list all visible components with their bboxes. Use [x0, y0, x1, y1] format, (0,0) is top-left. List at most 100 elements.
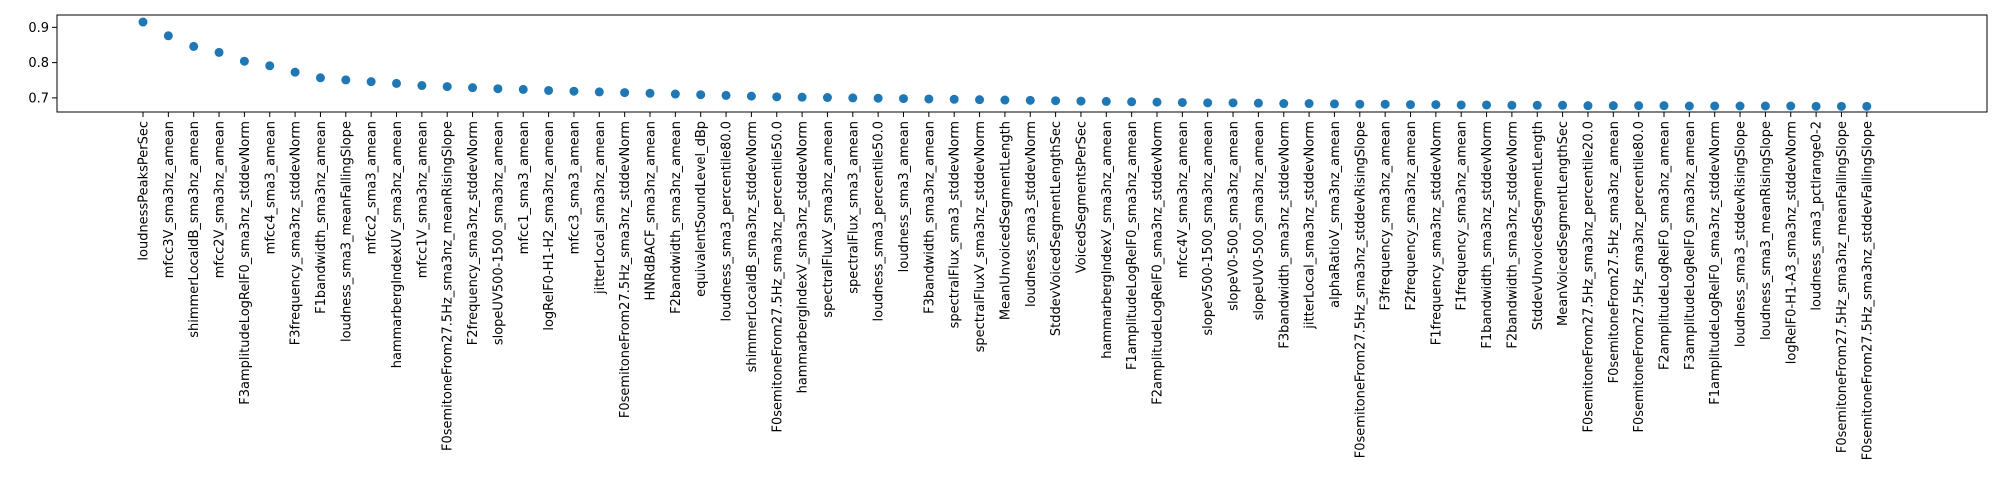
data-point [1101, 96, 1111, 106]
data-point [1025, 95, 1035, 105]
x-tick-label: F0semitoneFrom27.5Hz_sma3nz_stddevFallin… [1860, 121, 1875, 460]
data-point [290, 67, 300, 77]
x-tick-label: alphaRatioV_sma3nz_amean [1328, 121, 1343, 308]
x-tick-label: F1amplitudeLogRelF0_sma3nz_stddevNorm [1708, 121, 1723, 405]
data-point [442, 82, 452, 92]
x-tick-label: mfcc1V_sma3nz_amean [415, 121, 430, 278]
data-point [848, 93, 858, 103]
data-point [797, 92, 807, 102]
data-point [214, 47, 224, 57]
x-tick-label: slopeV500-1500_sma3nz_amean [1201, 121, 1216, 336]
data-point [620, 88, 630, 98]
data-point [1076, 96, 1086, 106]
data-point [366, 77, 376, 87]
x-tick-label: MeanUnvoicedSegmentLength [998, 121, 1013, 320]
x-tick-label: loudness_sma3_amean [897, 121, 912, 272]
x-tick-label: F2frequency_sma3nz_amean [1404, 121, 1419, 311]
x-tick-label: loudnessPeaksPerSec [137, 121, 152, 261]
x-tick-label: spectralFluxV_sma3nz_stddevNorm [973, 121, 988, 352]
data-point [189, 41, 199, 51]
x-tick-label: spectralFlux_sma3_amean [846, 121, 861, 294]
y-tick-label: 0.9 [28, 21, 49, 36]
x-tick-label: shimmerLocaldB_sma3nz_stddevNorm [745, 121, 760, 372]
data-point [1406, 100, 1415, 110]
x-tick-label: VoicedSegmentsPerSec [1074, 121, 1089, 273]
data-point [239, 56, 249, 66]
x-tick-label: loudness_sma3_stddevNorm [1024, 121, 1039, 307]
x-tick-label: mfcc4_sma3_amean [263, 121, 278, 254]
x-tick-label: hammarbergIndexV_sma3nz_stddevNorm [796, 121, 811, 393]
data-point [1659, 101, 1669, 111]
data-point [1608, 101, 1618, 111]
x-tick-label: hammarbergIndexV_sma3nz_amean [1100, 121, 1115, 359]
data-point [1203, 98, 1213, 108]
x-tick-label: loudness_sma3_percentile80.0 [720, 121, 735, 321]
data-point [1279, 99, 1289, 109]
x-tick-label: loudness_sma3_meanRisingSlope [1759, 121, 1774, 340]
data-point [417, 81, 427, 91]
x-tick-label: F3frequency_sma3nz_stddevNorm [289, 121, 304, 345]
data-point [138, 17, 148, 27]
data-point [1634, 101, 1644, 111]
data-point [1811, 101, 1821, 111]
y-axis-ticks: 0.7 0.8 0.9 [28, 21, 57, 106]
x-tick-label: HNRdBACF_sma3nz_amean [644, 121, 659, 301]
x-tick-label: mfcc2_sma3_amean [365, 121, 380, 254]
x-tick-label: StddevVoicedSegmentLengthSec [1049, 121, 1064, 336]
x-tick-label: F0semitoneFrom27.5Hz_sma3nz_meanFallingS… [1835, 121, 1850, 453]
data-point [1152, 97, 1162, 107]
data-point [1558, 100, 1568, 110]
data-point [1329, 99, 1339, 109]
data-point [1532, 100, 1542, 110]
x-tick-label: F3bandwidth_sma3nz_amean [922, 121, 937, 314]
data-point [1355, 99, 1365, 109]
data-point [1228, 98, 1238, 108]
x-tick-label: F0semitoneFrom27.5Hz_sma3nz_percentile80… [1632, 121, 1647, 433]
data-point [1051, 96, 1061, 106]
data-point [1431, 100, 1441, 110]
x-tick-label: slopeUV500-1500_sma3nz_amean [491, 121, 506, 345]
data-point [493, 84, 503, 94]
data-point [746, 91, 756, 101]
x-tick-label: F2bandwidth_sma3nz_stddevNorm [1505, 121, 1520, 349]
x-tick-label: logRelF0-H1-A3_sma3nz_stddevNorm [1784, 121, 1799, 364]
x-tick-label: mfcc2V_sma3nz_amean [213, 121, 228, 278]
x-tick-label: F0semitoneFrom27.5Hz_sma3nz_amean [1607, 121, 1622, 383]
x-tick-label: F0semitoneFrom27.5Hz_sma3nz_percentile50… [770, 121, 785, 433]
data-point [1177, 97, 1187, 107]
x-tick-label: F2frequency_sma3nz_stddevNorm [466, 121, 481, 345]
data-point [1482, 100, 1492, 110]
data-point [163, 31, 173, 41]
x-axis-ticks: loudnessPeaksPerSec mfcc3V_sma3nz_amean sh… [137, 112, 1875, 460]
x-tick-label: spectralFlux_sma3_stddevNorm [948, 121, 963, 328]
x-tick-label: F1frequency_sma3nz_amean [1455, 121, 1470, 311]
x-tick-label: F0semitoneFrom27.5Hz_sma3nz_percentile20… [1581, 121, 1596, 433]
y-tick-label: 0.7 [28, 91, 49, 106]
data-point [1304, 99, 1314, 109]
x-tick-label: mfcc3_sma3_amean [567, 121, 582, 254]
data-point [1735, 101, 1745, 111]
data-point [1127, 97, 1137, 107]
x-tick-label: shimmerLocaldB_sma3nz_amean [187, 121, 202, 338]
data-point [1786, 101, 1796, 111]
data-point [1583, 101, 1593, 111]
x-tick-label: mfcc3V_sma3nz_amean [162, 121, 177, 278]
x-tick-label: hammarbergIndexUV_sma3nz_amean [390, 121, 405, 368]
axes-frame [56, 14, 1988, 113]
x-tick-label: slopeUV0-500_sma3nz_amean [1252, 121, 1267, 320]
x-tick-label: mfcc4V_sma3nz_amean [1176, 121, 1191, 278]
x-tick-label: F0semitoneFrom27.5Hz_sma3nz_meanRisingSl… [441, 121, 456, 451]
data-point [721, 90, 731, 100]
data-point [1000, 95, 1010, 105]
data-point [544, 85, 554, 95]
x-tick-label: equivalentSoundLevel_dBp [694, 121, 709, 297]
data-point [873, 93, 883, 103]
x-tick-label: F3amplitudeLogRelF0_sma3nz_amean [1683, 121, 1698, 370]
x-tick-label: loudness_sma3_pctlrange0-2 [1810, 121, 1825, 311]
data-point [341, 75, 351, 85]
data-point [1507, 100, 1517, 110]
data-point [468, 83, 478, 93]
x-tick-label: F1bandwidth_sma3nz_stddevNorm [1480, 121, 1495, 349]
x-tick-label: F0semitoneFrom27.5Hz_sma3nz_stddevNorm [618, 121, 633, 418]
data-point [1456, 100, 1466, 110]
